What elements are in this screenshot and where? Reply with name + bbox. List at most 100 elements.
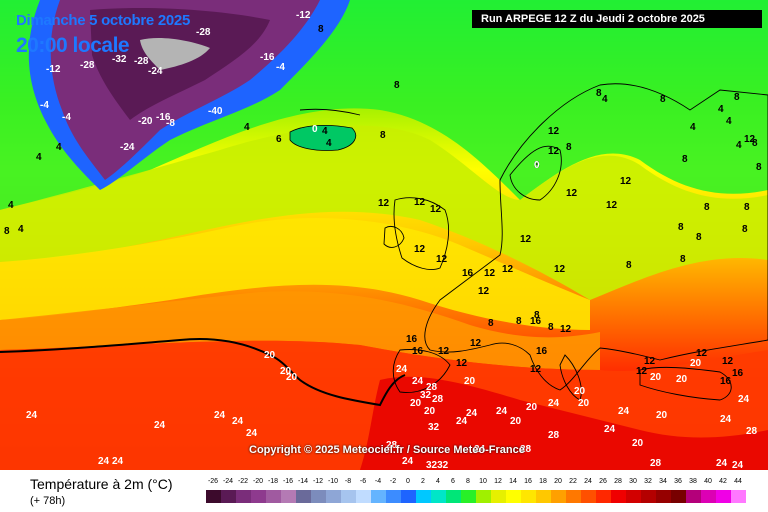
scale-tick-label: -20 xyxy=(252,478,264,485)
scale-swatch xyxy=(596,490,611,503)
temperature-value: 12 xyxy=(456,358,468,369)
temperature-value: 28 xyxy=(650,458,662,469)
temperature-value: 12 xyxy=(566,188,578,199)
map-title: Température à 2m (°C) xyxy=(30,476,173,492)
temperature-value: 8 xyxy=(682,154,688,165)
temperature-value: 12 xyxy=(378,198,390,209)
temperature-value: 24 xyxy=(214,410,226,421)
temperature-value: 24 xyxy=(466,408,478,419)
scale-tick-label: -24 xyxy=(222,478,234,485)
scale-tick-label: 20 xyxy=(554,478,562,485)
temperature-value: 8 xyxy=(380,130,386,141)
scale-swatch xyxy=(281,490,296,503)
scale-tick-label: -2 xyxy=(389,478,397,485)
temperature-value: 24 xyxy=(154,420,166,431)
temperature-value: 24 xyxy=(738,394,750,405)
scale-tick-label: 26 xyxy=(599,478,607,485)
temperature-value: 4 xyxy=(726,116,732,127)
temperature-value: 12 xyxy=(438,346,450,357)
scale-tick-label: -26 xyxy=(207,478,219,485)
temperature-value: 20 xyxy=(690,358,702,369)
isotherm-20 xyxy=(0,338,406,407)
scale-swatch xyxy=(506,490,521,503)
temperature-value: 4 xyxy=(8,200,14,211)
temperature-value: 20 xyxy=(526,402,538,413)
scale-tick-label: -14 xyxy=(297,478,309,485)
temperature-value: 24 xyxy=(732,460,744,470)
scale-swatch xyxy=(326,490,341,503)
temperature-value: 32 xyxy=(420,390,432,401)
temperature-value: 8 xyxy=(678,222,684,233)
coastlines xyxy=(299,83,768,401)
temperature-value: 16 xyxy=(720,376,732,387)
temperature-value: 4 xyxy=(244,122,250,133)
temperature-value: 24 xyxy=(232,416,244,427)
scale-swatch xyxy=(236,490,251,503)
scale-swatch xyxy=(671,490,686,503)
temperature-value: 8 xyxy=(704,202,710,213)
temperature-value: 8 xyxy=(680,254,686,265)
temperature-value: -16 xyxy=(260,52,275,63)
scale-tick-label: 24 xyxy=(584,478,592,485)
temperature-value: -28 xyxy=(196,27,211,38)
temperature-value: 24 xyxy=(716,458,728,469)
temperature-value: 4 xyxy=(56,142,62,153)
temperature-value: 8 xyxy=(534,310,540,321)
temperature-value: 20 xyxy=(410,398,422,409)
temperature-value: 12 xyxy=(530,364,542,375)
temperature-value: 12 xyxy=(696,348,708,359)
temperature-value: 28 xyxy=(520,444,532,455)
scale-tick-label: 6 xyxy=(451,478,455,485)
temperature-value: 28 xyxy=(746,426,758,437)
temperature-value: 4 xyxy=(736,140,742,151)
temperature-value: 8 xyxy=(488,318,494,329)
temperature-value: 12 xyxy=(484,268,496,279)
scale-swatch xyxy=(251,490,266,503)
temperature-value: 8 xyxy=(660,94,666,105)
temperature-value: 24 xyxy=(402,456,414,467)
temperature-value: 4 xyxy=(322,126,328,137)
scale-swatch xyxy=(461,490,476,503)
scale-tick-label: -22 xyxy=(237,478,249,485)
scale-swatch xyxy=(491,490,506,503)
temperature-value: 4 xyxy=(602,94,608,105)
temperature-value: 20 xyxy=(286,372,298,383)
temperature-value: 12 xyxy=(436,254,448,265)
mild-zone xyxy=(0,217,590,330)
scale-tick-label: 18 xyxy=(539,478,547,485)
scale-swatch xyxy=(626,490,641,503)
temperature-value: 28 xyxy=(432,394,444,405)
scale-tick-label: 36 xyxy=(674,478,682,485)
temperature-value: 12 xyxy=(502,264,514,275)
temperature-value: 24 xyxy=(246,428,258,439)
temperature-value: 24 xyxy=(412,376,424,387)
temperature-value: 24 xyxy=(604,424,616,435)
iceland xyxy=(289,124,356,151)
scale-tick-label: 10 xyxy=(479,478,487,485)
temperature-value: 8 xyxy=(734,92,740,103)
temperature-value: 0 xyxy=(312,124,318,135)
temperature-value: -12 xyxy=(46,64,61,75)
scale-tick-label: 44 xyxy=(734,478,742,485)
temperature-value: 8 xyxy=(566,142,572,153)
temperature-value: 32 xyxy=(428,422,440,433)
scale-tick-label: 12 xyxy=(494,478,502,485)
temperature-value: 8 xyxy=(752,138,758,149)
temperature-value: 24 xyxy=(496,406,508,417)
temperature-value: 24 xyxy=(396,364,408,375)
temperature-value: 12 xyxy=(470,338,482,349)
scale-swatch xyxy=(296,490,311,503)
temperature-value: 12 xyxy=(644,356,656,367)
temperature-value: 20 xyxy=(578,398,590,409)
temperature-value: 4 xyxy=(326,138,332,149)
temperature-value: 8 xyxy=(394,80,400,91)
temperature-value: 6 xyxy=(276,134,282,145)
temperature-value: 12 xyxy=(744,134,756,145)
temperature-value: 16 xyxy=(530,316,542,327)
temperature-value: -24 xyxy=(148,66,163,77)
temperature-value: 12 xyxy=(548,146,560,157)
temperature-value: 8 xyxy=(4,226,10,237)
scale-tick-label: 2 xyxy=(421,478,425,485)
temperature-value: 20 xyxy=(264,350,276,361)
temperature-value: 12 xyxy=(478,286,490,297)
